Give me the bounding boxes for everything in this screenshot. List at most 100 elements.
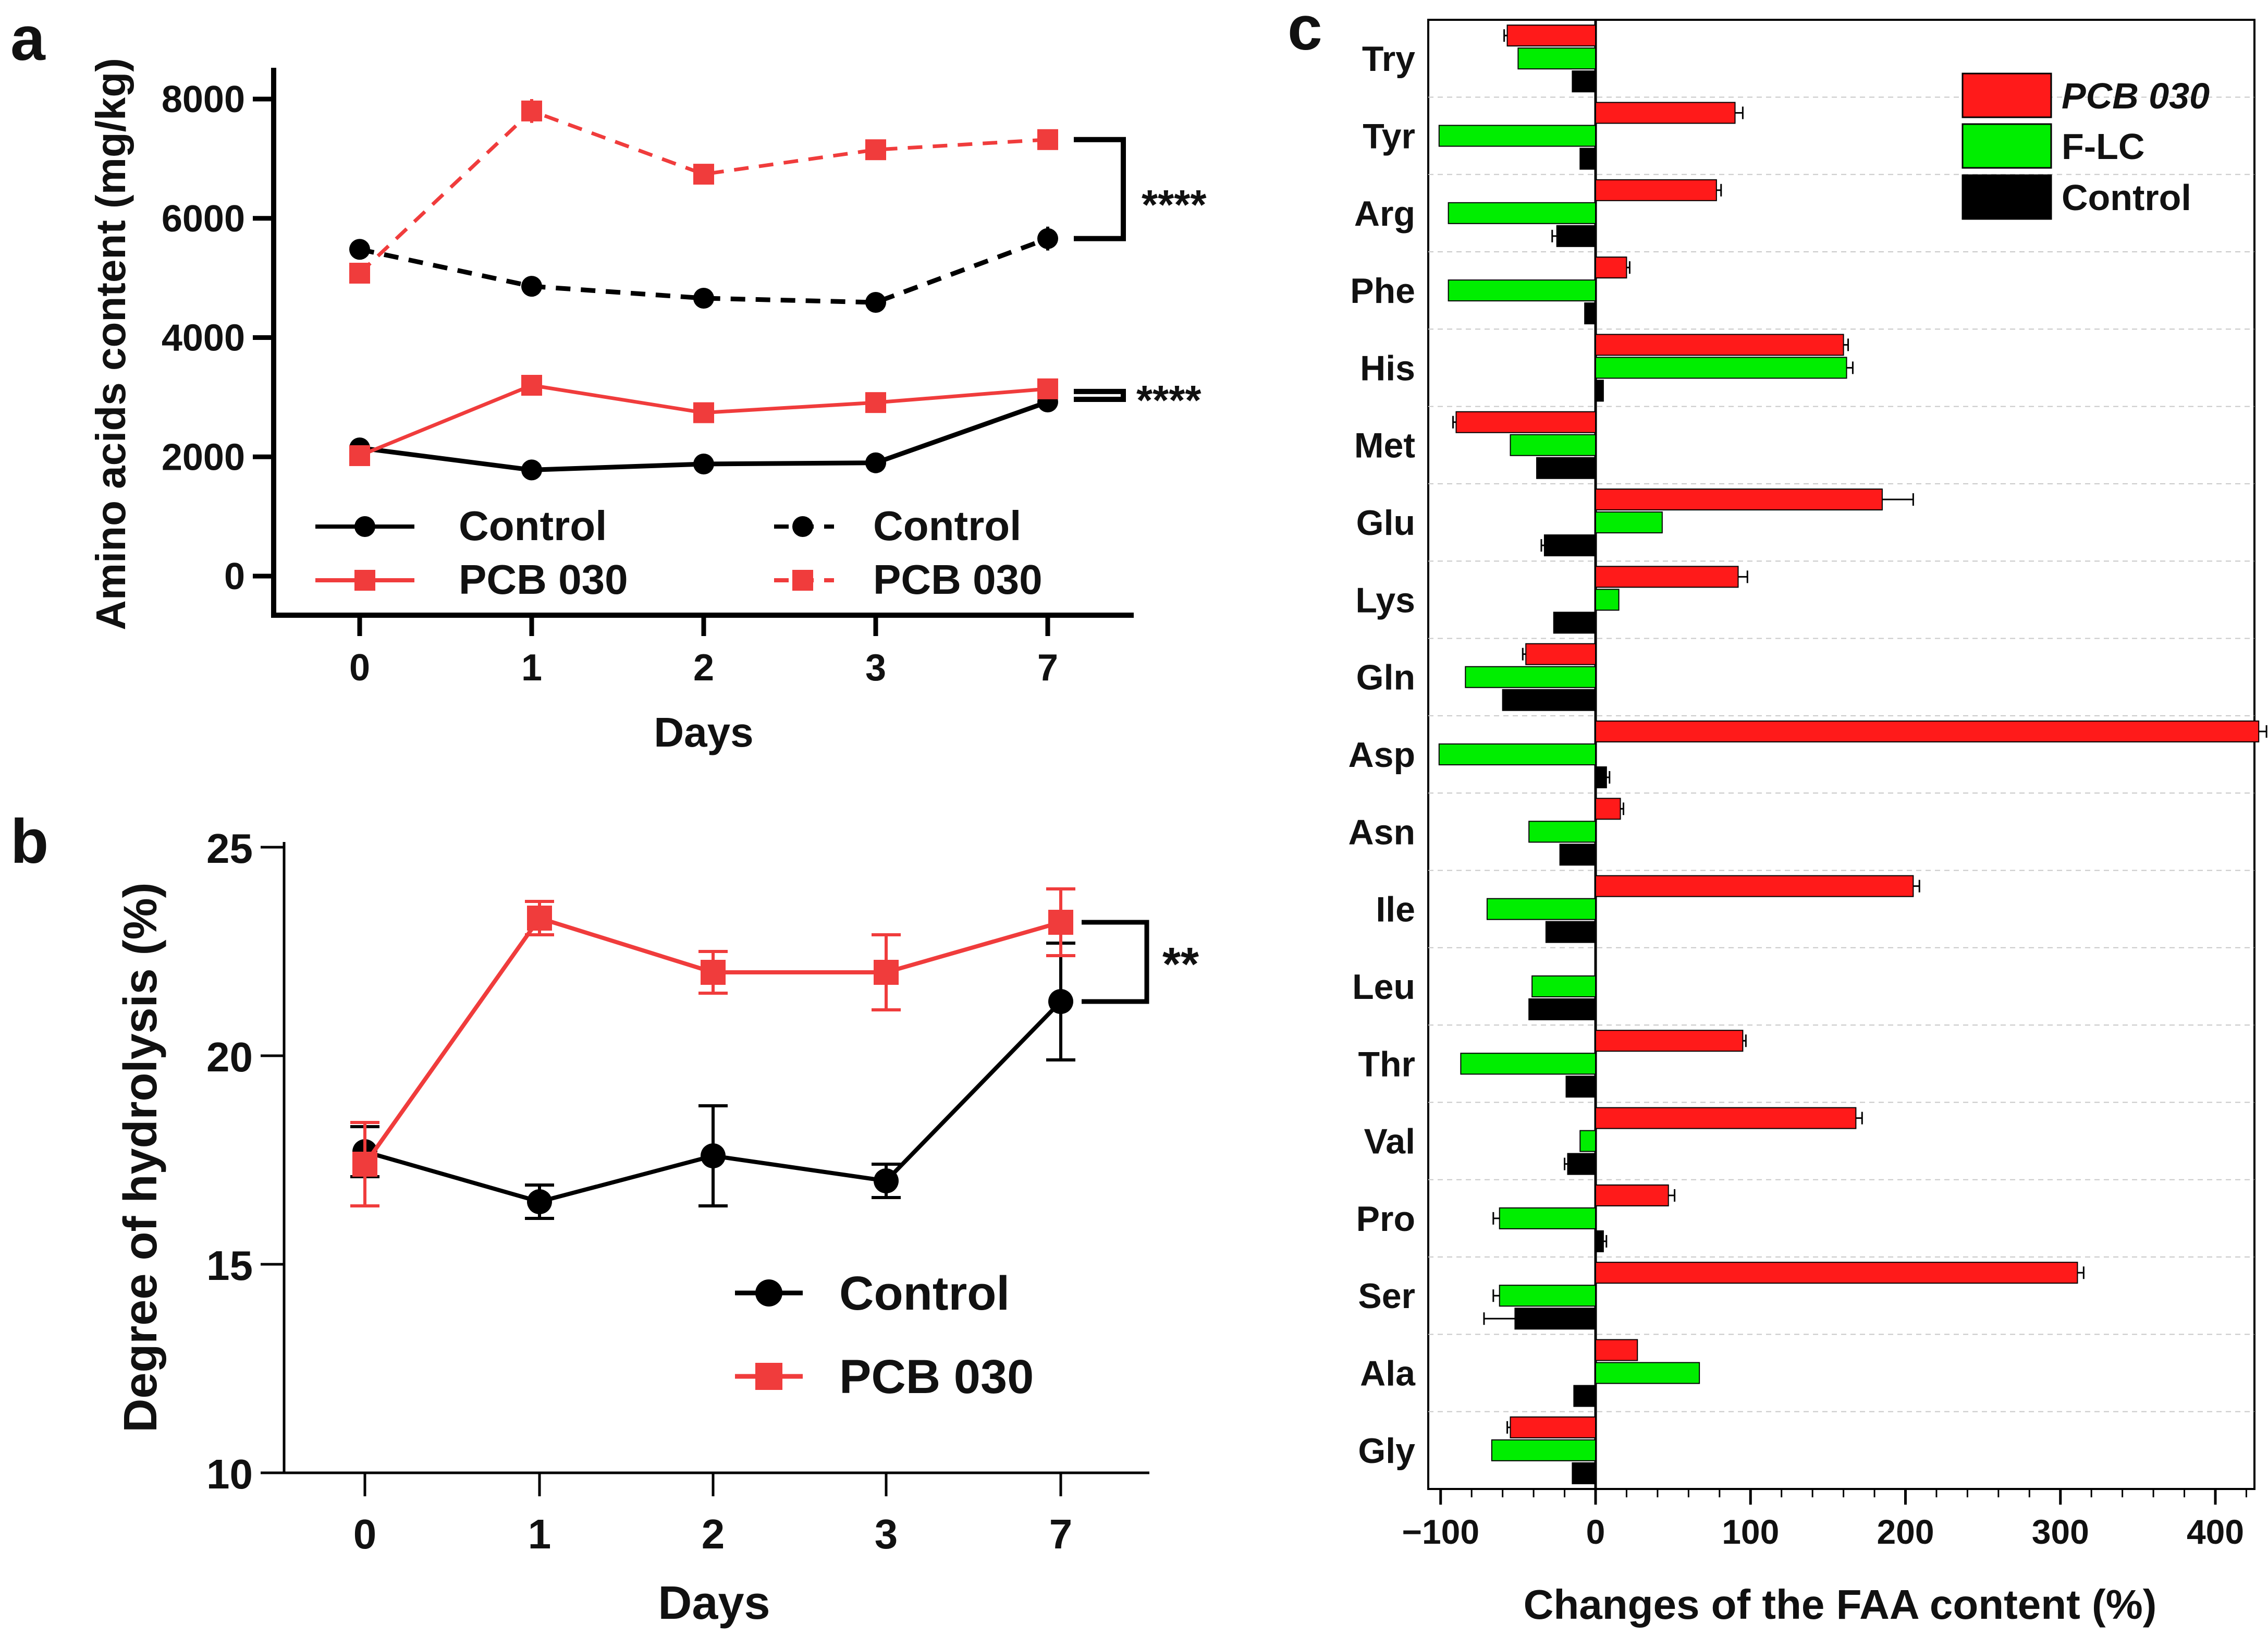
legend-label: F-LC xyxy=(2062,126,2144,167)
data-point xyxy=(1037,228,1058,249)
x-tick-label: 0 xyxy=(353,1511,377,1557)
panel-label-b: b xyxy=(10,807,48,876)
data-point xyxy=(527,1189,552,1214)
data-point xyxy=(1048,910,1073,935)
category-label: Val xyxy=(1364,1122,1415,1162)
legend-marker xyxy=(354,516,375,537)
category-label: Gly xyxy=(1358,1431,1415,1471)
bar xyxy=(1595,380,1604,402)
x-tick-label: −100 xyxy=(1402,1512,1479,1551)
y-tick-label: 10 xyxy=(206,1451,253,1497)
x-tick-label: 7 xyxy=(1049,1511,1073,1557)
bar xyxy=(1595,1262,2078,1284)
bar xyxy=(1595,1184,1669,1206)
category-label: Ala xyxy=(1360,1354,1416,1394)
data-point xyxy=(865,292,886,313)
bar xyxy=(1584,302,1596,325)
category-label: Asp xyxy=(1348,735,1415,775)
panel-label-a: a xyxy=(10,4,46,74)
bar xyxy=(1595,875,1914,897)
legend-label: PCB 030 xyxy=(873,556,1043,603)
bar xyxy=(1536,457,1596,479)
data-point xyxy=(1048,989,1073,1014)
legend-label: Control xyxy=(459,503,607,549)
legend-marker xyxy=(792,516,813,537)
data-point xyxy=(874,1168,899,1193)
bar xyxy=(1506,25,1596,47)
x-tick-label: 2 xyxy=(693,647,714,689)
bar xyxy=(1510,1416,1596,1438)
data-point xyxy=(693,453,714,474)
category-label: Ile xyxy=(1376,890,1415,930)
bar xyxy=(1528,998,1597,1020)
category-label: Gln xyxy=(1356,658,1415,698)
data-point xyxy=(701,1143,726,1168)
y-tick-label: 2000 xyxy=(162,436,245,478)
data-point xyxy=(349,262,370,284)
data-point xyxy=(521,459,542,481)
y-tick-label: 4000 xyxy=(162,318,245,359)
bar xyxy=(1579,1130,1596,1152)
series-line xyxy=(358,108,1048,275)
bar xyxy=(1531,975,1596,997)
category-label: Asn xyxy=(1348,812,1415,852)
y-tick-label: 20 xyxy=(206,1034,253,1080)
x-axis-label: Days xyxy=(654,709,753,755)
category-label: Pro xyxy=(1356,1199,1415,1239)
bar xyxy=(1460,1053,1597,1075)
category-label: Try xyxy=(1362,39,1415,79)
significance-label: **** xyxy=(1136,377,1202,423)
bar xyxy=(1448,279,1597,302)
bar xyxy=(1553,612,1596,634)
chart-b: 10 15 20 25 0 1 2 3 7 Days Degree of hydrolysis (%… xyxy=(115,825,1199,1629)
series-line xyxy=(359,236,1049,305)
x-axis-label: Days xyxy=(658,1577,770,1629)
bar xyxy=(1595,357,1847,379)
bar xyxy=(1595,766,1607,788)
legend-label: Control xyxy=(2062,177,2191,218)
bar xyxy=(1595,179,1717,201)
bar xyxy=(1595,1339,1638,1361)
category-label: Arg xyxy=(1354,194,1415,234)
bar xyxy=(1556,225,1596,247)
data-point xyxy=(1037,378,1058,399)
bar xyxy=(1595,798,1621,820)
bar xyxy=(1543,534,1596,557)
legend-label: PCB 030 xyxy=(2062,76,2210,116)
x-tick-label: 3 xyxy=(875,1511,898,1557)
y-axis-label: Degree of hydrolysis (%) xyxy=(115,882,167,1432)
bar xyxy=(1438,743,1597,765)
bar xyxy=(1448,202,1597,224)
significance-bracket xyxy=(1082,920,1149,1004)
category-label: His xyxy=(1360,348,1415,388)
y-axis-label: Amino acids content (mg/kg) xyxy=(88,58,134,630)
x-tick-label: 2 xyxy=(702,1511,725,1557)
bar xyxy=(1514,1308,1596,1330)
bar xyxy=(1499,1207,1597,1229)
bar xyxy=(1572,1462,1597,1484)
panel-label-c: c xyxy=(1288,0,1322,63)
data-point xyxy=(693,402,714,423)
bar xyxy=(1502,689,1596,711)
legend-label: Control xyxy=(873,503,1021,549)
bar xyxy=(1595,1107,1857,1129)
bar xyxy=(1595,334,1844,356)
category-label: Glu xyxy=(1356,503,1415,543)
legend-swatch xyxy=(1961,174,2052,220)
bar xyxy=(1579,148,1596,170)
x-tick-label: 0 xyxy=(1586,1512,1605,1551)
bar xyxy=(1525,643,1597,665)
bar xyxy=(1595,1030,1744,1052)
bar xyxy=(1559,844,1597,866)
bar xyxy=(1595,1362,1700,1384)
significance-bracket xyxy=(1074,388,1126,402)
plot-frame xyxy=(1427,19,2255,1490)
chart-a: 0 2000 4000 6000 8000 0 1 2 3 7 Days Amino acids co… xyxy=(88,58,1207,755)
significance-label: ** xyxy=(1162,938,1199,991)
y-tick-label: 15 xyxy=(206,1242,253,1289)
bar xyxy=(1572,70,1597,93)
data-point xyxy=(352,1152,377,1177)
bar xyxy=(1517,47,1596,70)
bar xyxy=(1486,898,1597,920)
bar xyxy=(1465,666,1597,688)
